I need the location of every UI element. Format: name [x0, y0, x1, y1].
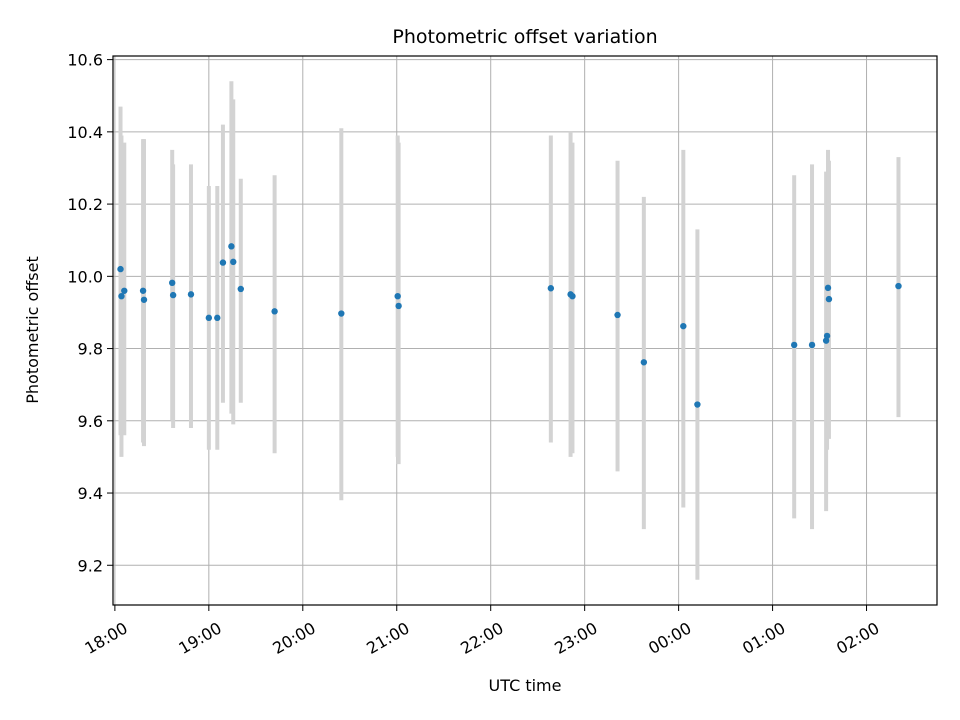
data-point	[214, 314, 221, 322]
data-point	[394, 292, 401, 300]
data-point	[140, 296, 148, 303]
y-tick-label: 10.6	[67, 51, 103, 70]
data-point	[808, 341, 816, 349]
data-point	[825, 295, 833, 303]
data-point	[228, 243, 235, 250]
data-point	[824, 284, 832, 292]
y-tick-label: 9.4	[78, 484, 103, 503]
x-axis-label: UTC time	[489, 676, 562, 695]
data-point	[121, 287, 128, 294]
y-axis: 9.2 9.4 9.6 9.8 10.0 10.2 10.4 10.6	[67, 51, 113, 575]
y-axis-label: Photometric offset	[23, 256, 42, 404]
data-points	[117, 243, 902, 408]
data-point	[823, 332, 831, 340]
data-point	[237, 285, 244, 293]
data-point	[569, 292, 576, 300]
data-point	[614, 311, 621, 319]
y-tick-label: 10.0	[67, 267, 103, 286]
chart-title: Photometric offset variation	[392, 26, 657, 48]
y-tick-label: 9.6	[78, 412, 103, 431]
plot-frame	[112, 55, 938, 606]
data-point	[547, 285, 555, 292]
data-point	[219, 259, 227, 266]
data-point	[168, 279, 176, 287]
grid	[113, 56, 937, 605]
y-tick-label: 10.2	[67, 195, 103, 214]
y-tick-label: 9.8	[78, 340, 103, 359]
data-point	[790, 341, 798, 349]
data-point	[895, 282, 902, 290]
data-point	[230, 258, 237, 266]
data-point	[694, 401, 701, 408]
data-point	[118, 292, 125, 300]
data-point	[395, 302, 402, 310]
data-point	[139, 287, 147, 294]
data-point	[187, 291, 195, 298]
data-point	[640, 359, 648, 366]
y-tick-label: 9.2	[78, 556, 103, 575]
data-point	[338, 310, 345, 317]
data-point	[117, 265, 124, 273]
data-point	[169, 291, 177, 299]
data-point	[205, 314, 213, 322]
data-point	[680, 322, 687, 330]
data-point	[271, 308, 278, 315]
y-tick-label: 10.4	[67, 123, 103, 142]
